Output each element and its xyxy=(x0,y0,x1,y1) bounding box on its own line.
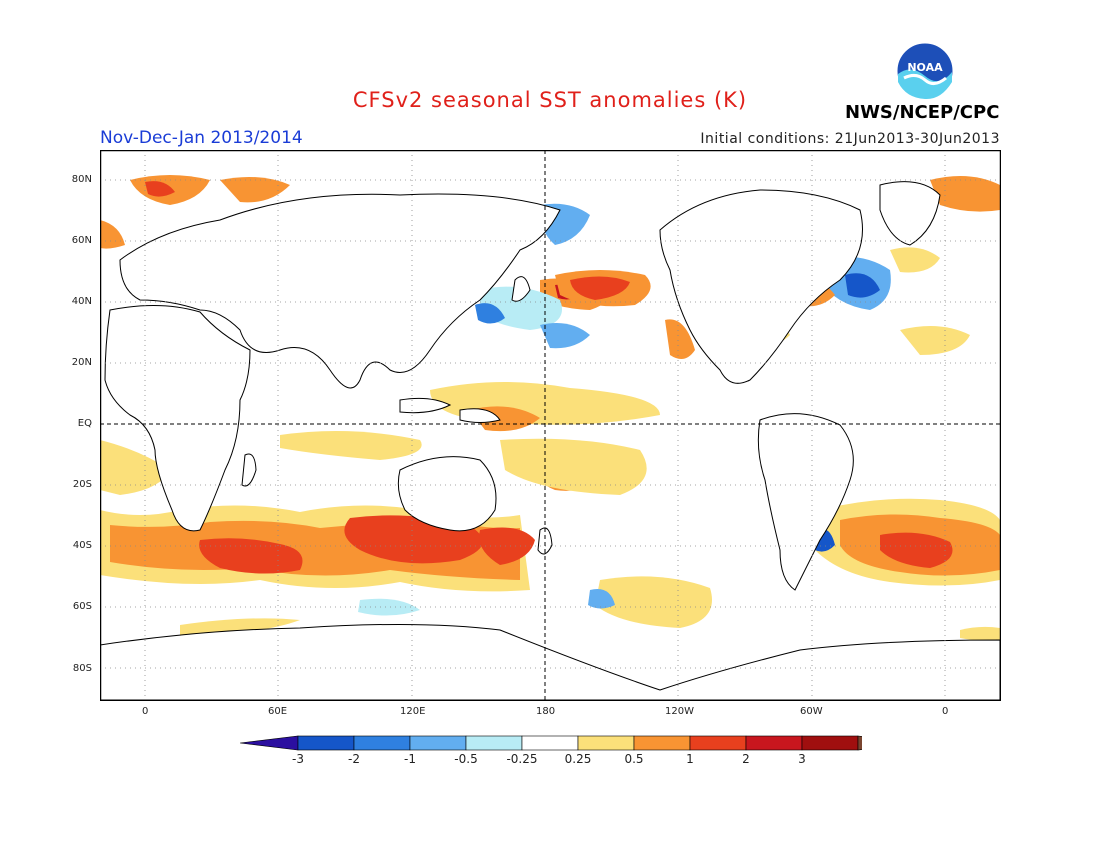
lat-tick: 60S xyxy=(72,601,92,612)
colorbar-cell xyxy=(353,735,411,751)
lon-tick: 180 xyxy=(536,706,556,717)
colorbar-label: 2 xyxy=(742,752,750,766)
lat-tick: 20S xyxy=(72,479,92,490)
lon-tick: 120E xyxy=(400,706,426,717)
colorbar-label: 1 xyxy=(686,752,694,766)
colorbar-label: -2 xyxy=(348,752,360,766)
lat-tick: 40N xyxy=(71,296,92,307)
colorbar-label: -3 xyxy=(292,752,304,766)
lat-tick: 80N xyxy=(71,174,92,185)
lat-tick: 20N xyxy=(71,357,92,368)
anomaly-fill xyxy=(100,175,1000,641)
lat-tick: EQ xyxy=(77,418,92,429)
colorbar-cell xyxy=(633,735,691,751)
graticule xyxy=(100,150,1000,700)
chart-title: CFSv2 seasonal SST anomalies (K) xyxy=(352,88,748,112)
lat-tick: 40S xyxy=(72,540,92,551)
lat-tick: 80S xyxy=(72,663,92,674)
equator-dateline xyxy=(100,150,1000,700)
colorbar-label: -1 xyxy=(404,752,416,766)
colorbar-label: 3 xyxy=(798,752,806,766)
initial-conditions-label: Initial conditions: 21Jun2013-30Jun2013 xyxy=(700,131,1000,147)
colorbar-cell xyxy=(409,735,467,751)
colorbar-cell xyxy=(801,735,859,751)
colorbar-cell xyxy=(577,735,635,751)
noaa-logo: NOAA xyxy=(896,42,954,100)
colorbar-label: -0.25 xyxy=(506,752,538,766)
colorbar-cell xyxy=(240,735,299,751)
colorbar-cell xyxy=(745,735,803,751)
colorbar-label: 0.25 xyxy=(564,752,592,766)
colorbar-cell xyxy=(857,735,862,751)
lon-tick: 0 xyxy=(142,706,149,717)
colorbar-label: -0.5 xyxy=(454,752,478,766)
lon-tick: 0 xyxy=(942,706,949,717)
logo-text: NOAA xyxy=(907,61,943,74)
colorbar-cell xyxy=(297,735,355,751)
lon-tick: 60W xyxy=(800,706,823,717)
colorbar-cell xyxy=(521,735,579,751)
coastlines xyxy=(100,181,1001,701)
colorbar-cell xyxy=(465,735,523,751)
map-frame xyxy=(100,150,1001,701)
sst-anomaly-map xyxy=(100,150,1001,701)
lon-tick: 120W xyxy=(665,706,694,717)
colorbar xyxy=(240,735,862,751)
colorbar-label: 0.5 xyxy=(624,752,644,766)
lat-tick: 60N xyxy=(71,235,92,246)
agency-label: NWS/NCEP/CPC xyxy=(845,102,1000,123)
season-label: Nov-Dec-Jan 2013/2014 xyxy=(100,128,303,148)
colorbar-cell xyxy=(689,735,747,751)
lon-tick: 60E xyxy=(268,706,288,717)
